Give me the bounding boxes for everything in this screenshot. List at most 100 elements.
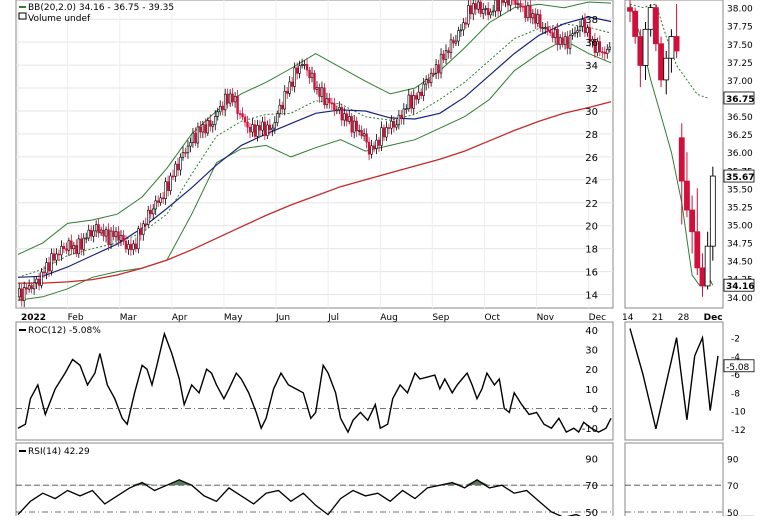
price-candle: [98, 225, 100, 233]
right-x-tick-label: Dec: [704, 313, 723, 323]
price-candle: [319, 87, 321, 96]
rsi-legend-label: RSI(14) 42.29: [28, 447, 90, 457]
price-candle: [557, 29, 559, 44]
price-candle: [544, 27, 546, 28]
price-candle: [83, 238, 85, 249]
price-candle: [100, 230, 102, 233]
price-candle: [199, 127, 201, 132]
price-candle: [564, 37, 566, 45]
price-candle: [606, 49, 608, 53]
right-y-tick-label: 36.00: [727, 149, 753, 159]
price-candle: [284, 91, 286, 109]
right-candle: [659, 44, 664, 80]
price-candle: [56, 254, 58, 260]
price-candle: [214, 116, 216, 124]
price-candle: [140, 229, 142, 235]
price-candle: [314, 73, 316, 89]
price-candle: [507, 0, 509, 5]
price-candle: [137, 229, 139, 249]
price-candle: [224, 94, 226, 110]
price-candle: [157, 201, 159, 203]
right-value-box-label: 36.75: [726, 95, 754, 105]
right-x-tick-label: 21: [652, 313, 663, 323]
price-candle: [567, 37, 569, 49]
main-y-tick-label: 22: [585, 199, 598, 210]
rsi-y-tick-label: 90: [585, 454, 598, 465]
price-candle: [460, 30, 462, 31]
price-candle: [562, 38, 564, 45]
main-y-tick-label: 28: [585, 130, 598, 141]
price-candle: [450, 40, 452, 53]
price-candle: [482, 9, 484, 13]
price-candle: [477, 2, 479, 9]
price-candle: [269, 125, 271, 130]
price-candle: [48, 263, 50, 271]
main-y-tick-label: 36: [585, 38, 598, 49]
price-candle: [155, 201, 157, 209]
price-candle: [537, 15, 539, 24]
price-candle: [425, 80, 427, 84]
right-y-tick-label: 35.50: [727, 185, 753, 195]
right-candle: [684, 181, 689, 210]
price-candle: [167, 182, 169, 191]
price-candle: [190, 143, 192, 146]
price-candle: [301, 65, 303, 66]
price-candle: [160, 198, 162, 203]
price-candle: [217, 112, 219, 117]
price-candle: [413, 96, 415, 109]
price-candle: [80, 239, 82, 249]
price-candle: [234, 96, 236, 102]
main-x-tick-label: Nov: [537, 313, 555, 323]
price-candle: [353, 121, 355, 132]
price-candle: [132, 244, 134, 250]
main-x-tick-label: Aug: [380, 313, 398, 323]
main-y-tick-label: 30: [585, 107, 598, 118]
price-candle: [338, 107, 340, 109]
price-candle: [448, 51, 450, 53]
price-candle: [279, 105, 281, 113]
right-candle: [638, 37, 643, 66]
price-candle: [110, 231, 112, 245]
main-x-tick-label: May: [224, 313, 243, 323]
right-candle: [648, 8, 653, 30]
price-candle: [324, 88, 326, 105]
price-candle: [366, 134, 368, 142]
roc-y-tick-label: 10: [585, 385, 598, 396]
right-y-tick-label: 38.00: [727, 5, 753, 15]
main-x-tick-label: Jul: [327, 313, 339, 323]
volume-legend-label: Volume undef: [28, 14, 91, 24]
main-x-tick-label: Jun: [275, 313, 290, 323]
price-candle: [237, 96, 239, 113]
price-candle: [38, 279, 40, 285]
main-y-tick-label: 20: [585, 222, 598, 233]
price-candle: [393, 121, 395, 127]
price-candle: [195, 133, 197, 143]
price-candle: [435, 65, 437, 74]
price-candle: [93, 231, 95, 236]
right-candle: [633, 11, 638, 36]
price-candle: [162, 198, 164, 199]
price-candle: [361, 130, 363, 136]
price-candle: [333, 104, 335, 111]
price-candle: [316, 87, 318, 89]
right-candle: [643, 29, 648, 65]
right-candle: [674, 37, 679, 51]
price-candle: [281, 105, 283, 109]
price-candle: [123, 235, 125, 241]
price-candle: [254, 125, 256, 137]
price-candle: [524, 6, 526, 18]
right-candle: [653, 8, 658, 44]
price-candle: [490, 12, 492, 15]
price-candle: [113, 231, 115, 237]
right-roc-y-tick-label: -2: [731, 335, 740, 345]
main-y-tick-label: 32: [585, 84, 598, 95]
main-x-tick-label: Mar: [120, 313, 137, 323]
price-candle: [261, 122, 263, 130]
right-roc-y-tick-label: -10: [731, 408, 746, 418]
price-candle: [264, 122, 266, 136]
price-candle: [197, 127, 199, 143]
price-candle: [103, 230, 105, 236]
price-candle: [534, 14, 536, 24]
